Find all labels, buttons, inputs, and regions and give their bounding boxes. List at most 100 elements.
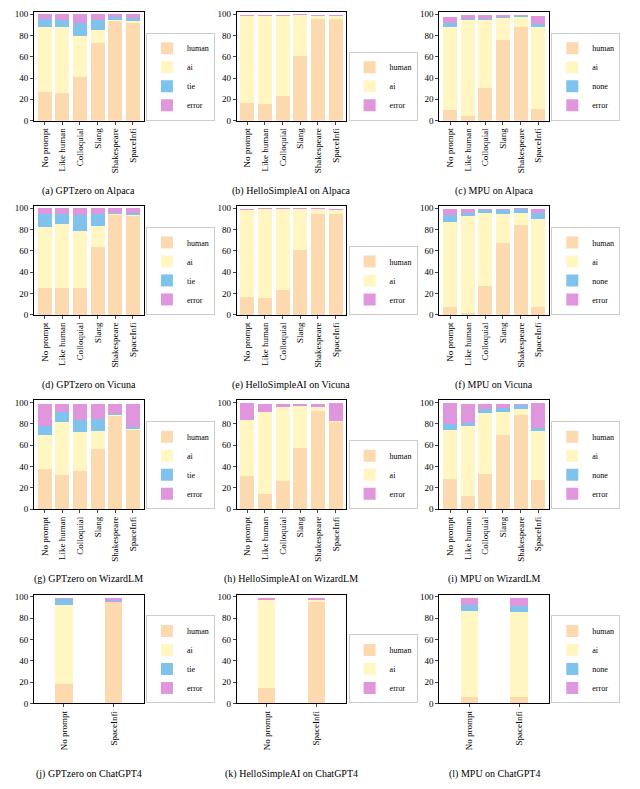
svg-text:100: 100 (15, 398, 29, 408)
svg-text:20: 20 (19, 94, 29, 104)
svg-text:human: human (390, 452, 412, 461)
svg-text:tie: tie (187, 471, 195, 480)
svg-text:40: 40 (222, 73, 232, 83)
svg-text:SpaceInfi: SpaceInfi (331, 516, 341, 551)
svg-text:0: 0 (429, 699, 434, 709)
svg-text:0: 0 (429, 310, 434, 320)
svg-text:Shakespeare: Shakespeare (313, 128, 323, 173)
svg-text:60: 60 (425, 246, 435, 256)
svg-text:human: human (187, 44, 209, 53)
svg-text:SpaceInfi: SpaceInfi (533, 322, 543, 357)
svg-text:Slang: Slang (498, 128, 508, 149)
svg-text:Like human: Like human (57, 516, 67, 560)
svg-text:ai: ai (390, 82, 397, 91)
svg-text:Like human: Like human (463, 322, 473, 366)
svg-text:0: 0 (24, 504, 29, 514)
svg-text:100: 100 (15, 9, 29, 19)
svg-text:Shakespeare: Shakespeare (110, 128, 120, 173)
svg-text:error: error (592, 684, 608, 693)
svg-text:Like human: Like human (57, 322, 67, 366)
svg-text:(d) GPTzero on Vicuna: (d) GPTzero on Vicuna (42, 379, 136, 391)
svg-text:ai: ai (592, 63, 599, 72)
svg-text:Colloquial: Colloquial (75, 322, 85, 360)
svg-text:(i) MPU on WizardLM: (i) MPU on WizardLM (448, 573, 541, 585)
svg-text:60: 60 (222, 635, 232, 645)
svg-text:ai: ai (592, 646, 599, 655)
svg-text:80: 80 (19, 30, 29, 40)
svg-text:80: 80 (19, 613, 29, 623)
svg-text:No prompt: No prompt (445, 128, 455, 168)
svg-text:none: none (592, 471, 608, 480)
svg-text:Colloquial: Colloquial (278, 516, 288, 554)
svg-text:80: 80 (425, 30, 435, 40)
svg-text:40: 40 (425, 656, 435, 666)
svg-text:100: 100 (420, 592, 434, 602)
svg-text:human: human (592, 44, 614, 53)
svg-text:human: human (592, 433, 614, 442)
svg-text:No prompt: No prompt (40, 516, 50, 556)
svg-text:human: human (187, 239, 209, 248)
svg-text:human: human (390, 646, 412, 655)
svg-text:ai: ai (187, 646, 194, 655)
svg-text:Shakespeare: Shakespeare (110, 517, 120, 562)
svg-text:20: 20 (222, 289, 232, 299)
svg-text:80: 80 (425, 613, 435, 623)
svg-text:Slang: Slang (498, 322, 508, 343)
svg-text:No prompt: No prompt (40, 322, 50, 362)
svg-text:Slang: Slang (295, 322, 305, 343)
svg-text:Slang: Slang (93, 322, 103, 343)
svg-text:60: 60 (19, 52, 29, 62)
svg-text:Shakespeare: Shakespeare (313, 517, 323, 562)
svg-text:60: 60 (19, 246, 29, 256)
svg-text:20: 20 (425, 677, 435, 687)
svg-text:80: 80 (19, 419, 29, 429)
svg-text:100: 100 (217, 203, 231, 213)
svg-text:No prompt: No prompt (445, 516, 455, 556)
svg-text:SpaceInfi: SpaceInfi (128, 128, 138, 163)
svg-text:80: 80 (222, 419, 232, 429)
svg-text:60: 60 (425, 440, 435, 450)
svg-text:SpaceInfi: SpaceInfi (128, 516, 138, 551)
svg-text:Slang: Slang (498, 516, 508, 537)
svg-text:40: 40 (425, 73, 435, 83)
svg-text:No prompt: No prompt (242, 322, 252, 362)
svg-text:error: error (187, 684, 203, 693)
svg-text:40: 40 (222, 462, 232, 472)
svg-text:Like human: Like human (463, 516, 473, 560)
svg-text:error: error (390, 101, 406, 110)
svg-text:100: 100 (217, 9, 231, 19)
svg-text:human: human (390, 63, 412, 72)
svg-text:Slang: Slang (93, 128, 103, 149)
svg-text:tie: tie (187, 82, 195, 91)
svg-text:40: 40 (222, 656, 232, 666)
svg-text:error: error (390, 684, 406, 693)
svg-text:SpaceInfi: SpaceInfi (533, 128, 543, 163)
svg-text:100: 100 (217, 592, 231, 602)
svg-text:ai: ai (390, 277, 397, 286)
svg-text:No prompt: No prompt (40, 128, 50, 168)
svg-text:Like human: Like human (260, 128, 270, 172)
svg-text:0: 0 (226, 310, 231, 320)
svg-text:tie: tie (187, 665, 195, 674)
svg-text:human: human (592, 627, 614, 636)
svg-text:80: 80 (222, 30, 232, 40)
svg-text:80: 80 (425, 225, 435, 235)
svg-text:20: 20 (425, 94, 435, 104)
svg-text:error: error (592, 490, 608, 499)
svg-text:20: 20 (19, 483, 29, 493)
svg-text:20: 20 (19, 677, 29, 687)
svg-text:60: 60 (222, 440, 232, 450)
svg-text:40: 40 (19, 656, 29, 666)
svg-text:60: 60 (425, 635, 435, 645)
svg-text:0: 0 (24, 116, 29, 126)
svg-text:40: 40 (19, 462, 29, 472)
svg-text:ai: ai (592, 452, 599, 461)
svg-text:SpaceInfi: SpaceInfi (533, 516, 543, 551)
svg-text:20: 20 (222, 483, 232, 493)
svg-text:Colloquial: Colloquial (278, 322, 288, 360)
svg-text:(h) HelloSimpleAI on WizardLM: (h) HelloSimpleAI on WizardLM (224, 573, 358, 585)
svg-text:Like human: Like human (57, 128, 67, 172)
svg-text:40: 40 (425, 267, 435, 277)
svg-text:(l) MPU on ChatGPT4: (l) MPU on ChatGPT4 (449, 768, 540, 780)
svg-text:Like human: Like human (260, 322, 270, 366)
